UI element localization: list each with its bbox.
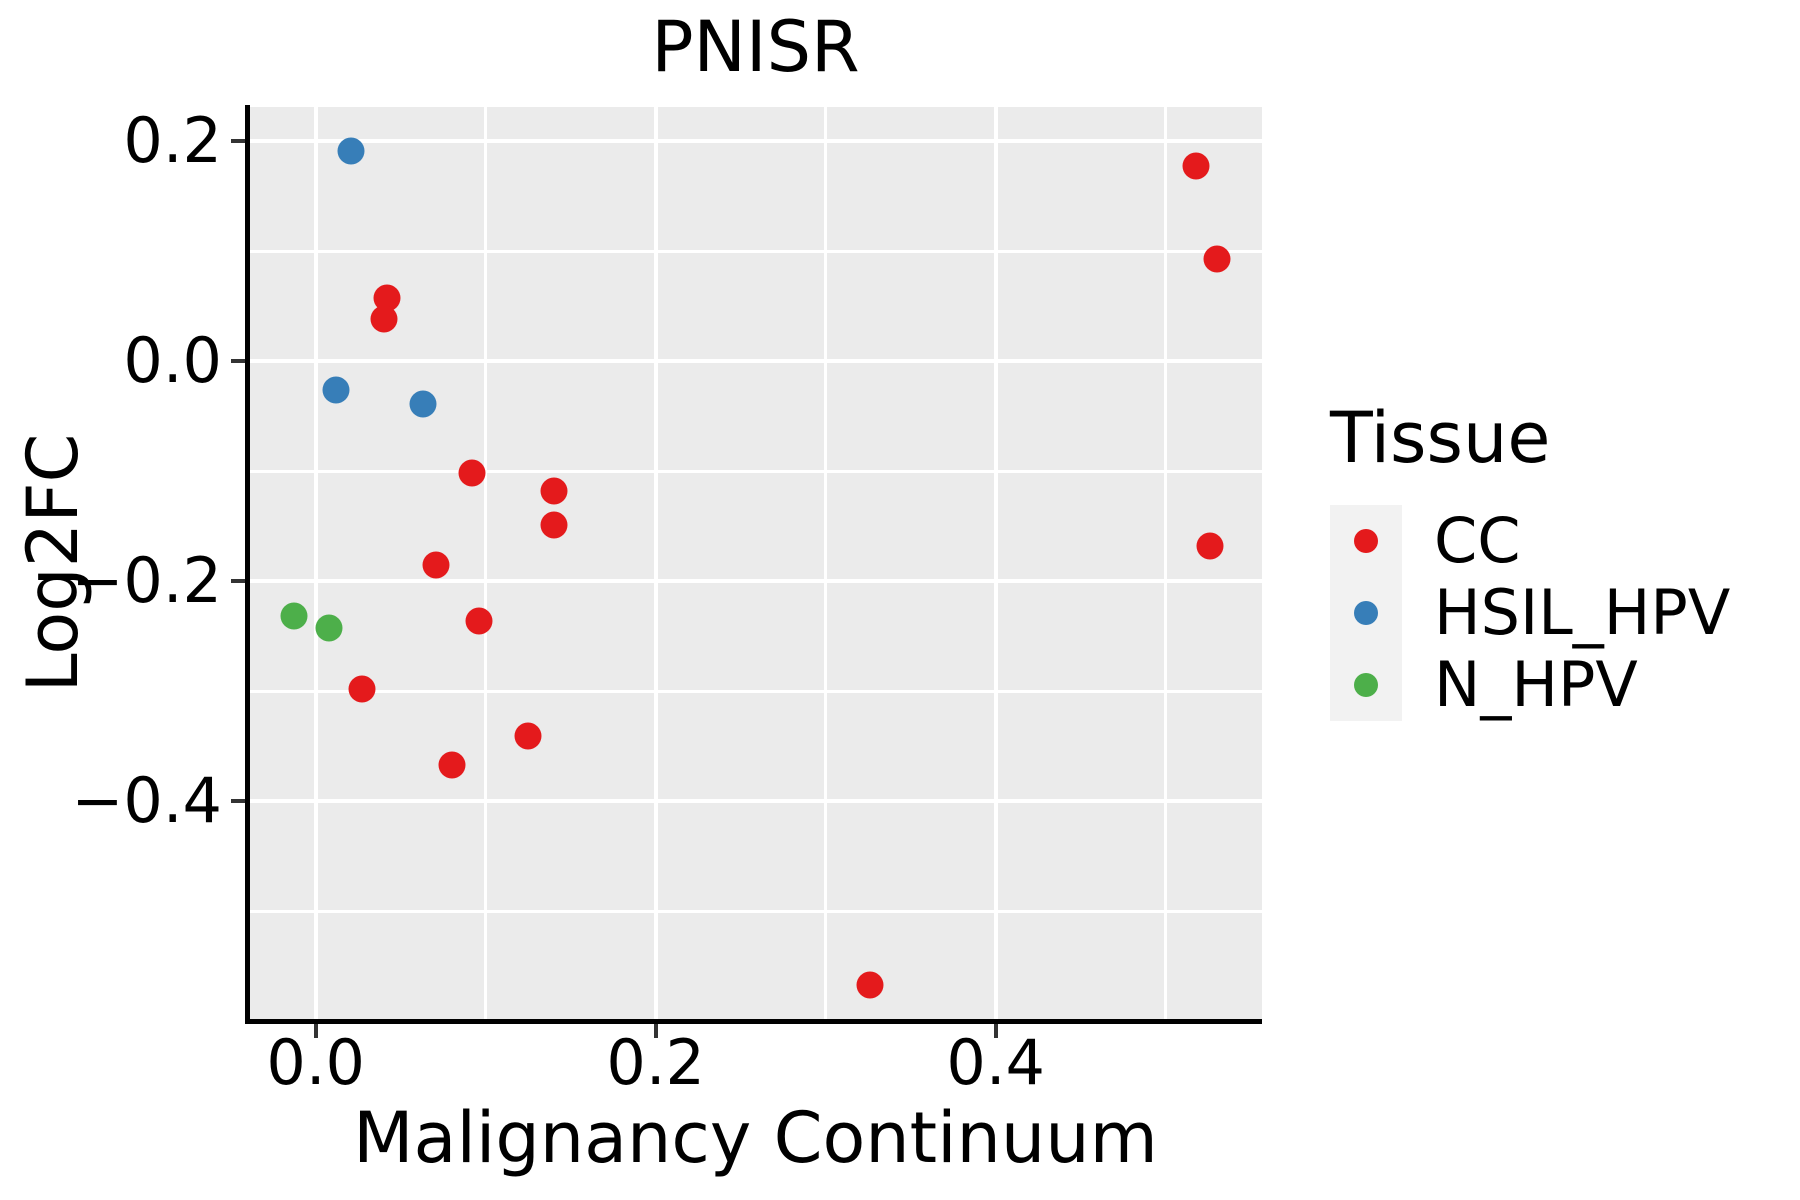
y-tick-label: 0.2	[123, 104, 222, 177]
y-minor-gridline	[249, 909, 1262, 913]
data-point-CC	[348, 675, 376, 703]
plot-panel	[249, 107, 1262, 1019]
legend: Tissue CC HSIL_HPV N_HPV	[1330, 403, 1730, 721]
y-tick-mark	[231, 139, 245, 143]
x-minor-gridline	[824, 107, 828, 1019]
data-point-HSIL_HPV	[322, 376, 350, 404]
data-point-HSIL_HPV	[409, 390, 437, 418]
legend-key	[1330, 505, 1402, 577]
data-point-CC	[438, 751, 466, 779]
data-point-CC	[856, 971, 884, 999]
legend-key	[1330, 577, 1402, 649]
x-major-gridline	[313, 107, 318, 1019]
data-point-CC	[458, 459, 486, 487]
legend-key	[1330, 649, 1402, 721]
x-minor-gridline	[1164, 107, 1168, 1019]
legend-items: CC HSIL_HPV N_HPV	[1330, 505, 1730, 721]
y-minor-gridline	[249, 249, 1262, 253]
y-major-gridline	[249, 579, 1262, 583]
y-minor-gridline	[249, 469, 1262, 473]
data-point-N_HPV	[280, 602, 308, 630]
y-minor-gridline	[249, 689, 1262, 693]
x-major-gridline	[653, 107, 658, 1019]
y-major-gridline	[249, 139, 1262, 143]
x-tick-label: 0.4	[946, 1026, 1045, 1099]
x-major-gridline	[993, 107, 998, 1019]
y-axis-title: Log2FC	[12, 433, 94, 693]
x-tick-label: 0.2	[606, 1026, 705, 1099]
legend-item-label: N_HPV	[1434, 648, 1638, 721]
y-tick-label: −0.4	[71, 764, 222, 837]
legend-item-N_HPV: N_HPV	[1330, 649, 1730, 721]
legend-item-label: HSIL_HPV	[1434, 576, 1731, 649]
legend-item-CC: CC	[1330, 505, 1730, 577]
x-minor-gridline	[484, 107, 488, 1019]
data-point-CC	[370, 305, 398, 333]
x-tick-mark	[313, 1024, 318, 1038]
legend-item-label: CC	[1434, 504, 1521, 577]
data-point-CC	[540, 477, 568, 505]
legend-title: Tissue	[1330, 397, 1551, 479]
data-point-CC	[465, 607, 493, 635]
data-point-CC	[1196, 532, 1224, 560]
plot-title: PNISR	[651, 6, 860, 88]
legend-dot-CC	[1354, 529, 1378, 553]
x-axis-line	[245, 1019, 1262, 1024]
x-tick-mark	[993, 1024, 998, 1038]
data-point-CC	[540, 511, 568, 539]
y-tick-mark	[231, 579, 245, 583]
y-tick-mark	[231, 359, 245, 363]
y-tick-label: −0.2	[71, 544, 222, 617]
x-tick-mark	[653, 1024, 658, 1038]
y-major-gridline	[249, 359, 1262, 363]
data-point-HSIL_HPV	[337, 137, 365, 165]
legend-dot-HSIL_HPV	[1354, 601, 1378, 625]
legend-dot-N_HPV	[1354, 673, 1378, 697]
x-axis-title: Malignancy Continuum	[353, 1097, 1158, 1179]
y-tick-mark	[231, 799, 245, 803]
data-point-N_HPV	[315, 614, 343, 642]
data-point-CC	[1203, 245, 1231, 273]
data-point-CC	[422, 551, 450, 578]
x-tick-label: 0.0	[266, 1026, 365, 1099]
data-point-CC	[514, 722, 542, 750]
data-point-CC	[1182, 152, 1210, 180]
y-tick-label: 0.0	[123, 324, 222, 397]
y-major-gridline	[249, 799, 1262, 803]
legend-item-HSIL_HPV: HSIL_HPV	[1330, 577, 1730, 649]
y-axis-line	[245, 105, 250, 1024]
